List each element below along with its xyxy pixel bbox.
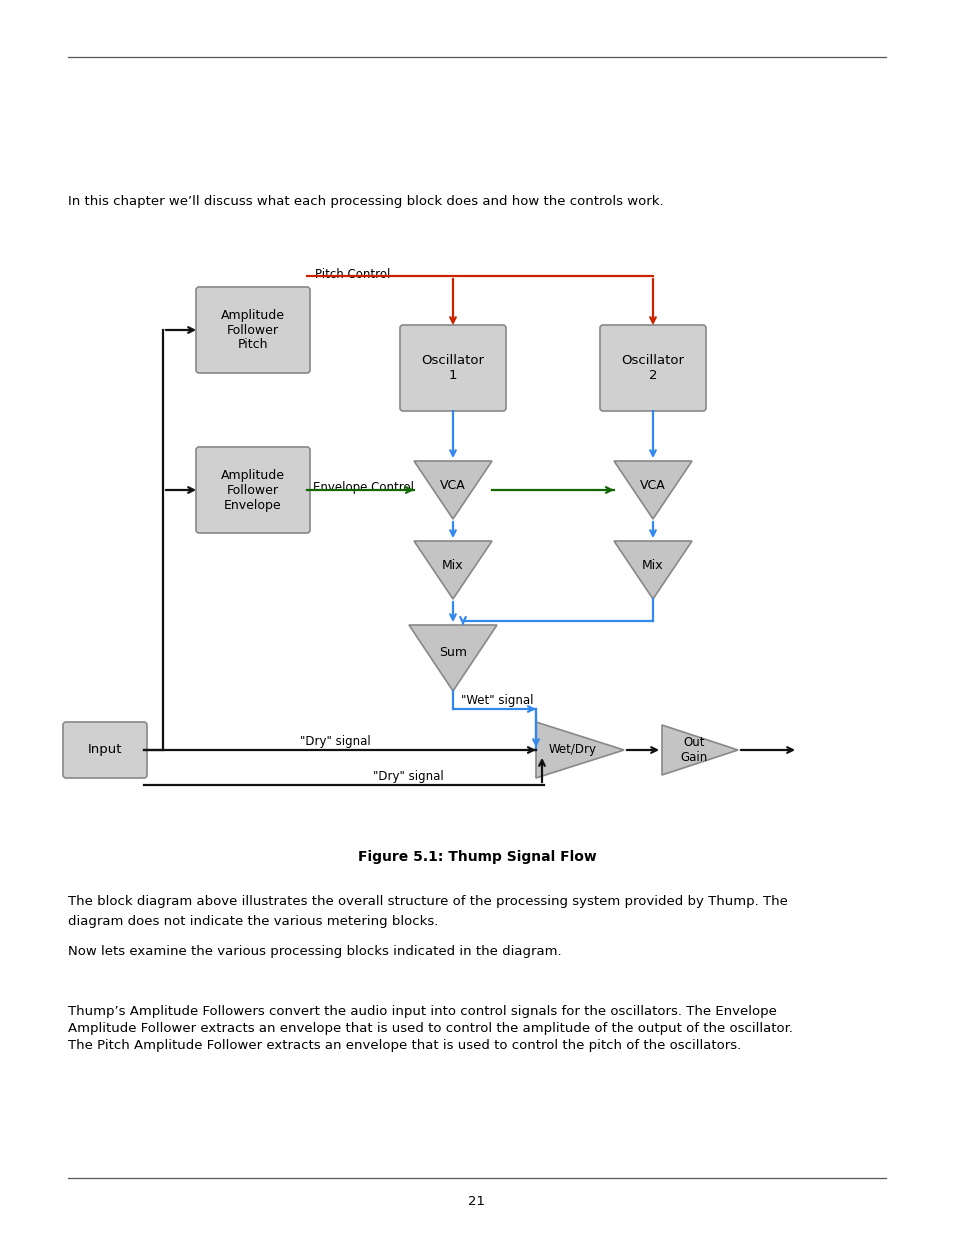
Text: In this chapter we’ll discuss what each processing block does and how the contro: In this chapter we’ll discuss what each …	[68, 195, 663, 207]
Text: Pitch Control: Pitch Control	[314, 268, 390, 282]
Text: "Dry" signal: "Dry" signal	[373, 769, 443, 783]
Text: Sum: Sum	[438, 646, 467, 659]
Polygon shape	[661, 725, 738, 776]
Text: 21: 21	[468, 1195, 485, 1208]
Text: The block diagram above illustrates the overall structure of the processing syst: The block diagram above illustrates the …	[68, 895, 787, 908]
Text: The Pitch Amplitude Follower extracts an envelope that is used to control the pi: The Pitch Amplitude Follower extracts an…	[68, 1039, 740, 1052]
Polygon shape	[414, 461, 492, 519]
FancyBboxPatch shape	[195, 287, 310, 373]
Text: Envelope Control: Envelope Control	[313, 480, 414, 494]
Text: Thump’s Amplitude Followers convert the audio input into control signals for the: Thump’s Amplitude Followers convert the …	[68, 1005, 776, 1018]
Text: Amplitude Follower extracts an envelope that is used to control the amplitude of: Amplitude Follower extracts an envelope …	[68, 1023, 792, 1035]
Text: Mix: Mix	[641, 559, 663, 572]
FancyBboxPatch shape	[195, 447, 310, 534]
Text: "Dry" signal: "Dry" signal	[299, 735, 371, 748]
Text: Figure 5.1: Thump Signal Flow: Figure 5.1: Thump Signal Flow	[357, 850, 596, 864]
Polygon shape	[536, 722, 623, 778]
Text: Amplitude
Follower
Envelope: Amplitude Follower Envelope	[221, 468, 285, 511]
FancyBboxPatch shape	[599, 325, 705, 411]
Text: VCA: VCA	[439, 479, 465, 492]
Text: Oscillator
1: Oscillator 1	[421, 354, 484, 382]
Polygon shape	[414, 541, 492, 599]
FancyBboxPatch shape	[63, 722, 147, 778]
Text: Oscillator
2: Oscillator 2	[620, 354, 684, 382]
Text: Input: Input	[88, 743, 122, 757]
Text: Mix: Mix	[442, 559, 463, 572]
Polygon shape	[614, 461, 691, 519]
Polygon shape	[614, 541, 691, 599]
Text: Out
Gain: Out Gain	[679, 736, 707, 764]
Text: VCA: VCA	[639, 479, 665, 492]
FancyBboxPatch shape	[399, 325, 505, 411]
Polygon shape	[409, 625, 497, 692]
Text: Wet/Dry: Wet/Dry	[548, 743, 597, 757]
Text: diagram does not indicate the various metering blocks.: diagram does not indicate the various me…	[68, 915, 438, 927]
Text: Now lets examine the various processing blocks indicated in the diagram.: Now lets examine the various processing …	[68, 945, 561, 958]
Text: "Wet" signal: "Wet" signal	[460, 694, 533, 706]
Text: Amplitude
Follower
Pitch: Amplitude Follower Pitch	[221, 309, 285, 352]
